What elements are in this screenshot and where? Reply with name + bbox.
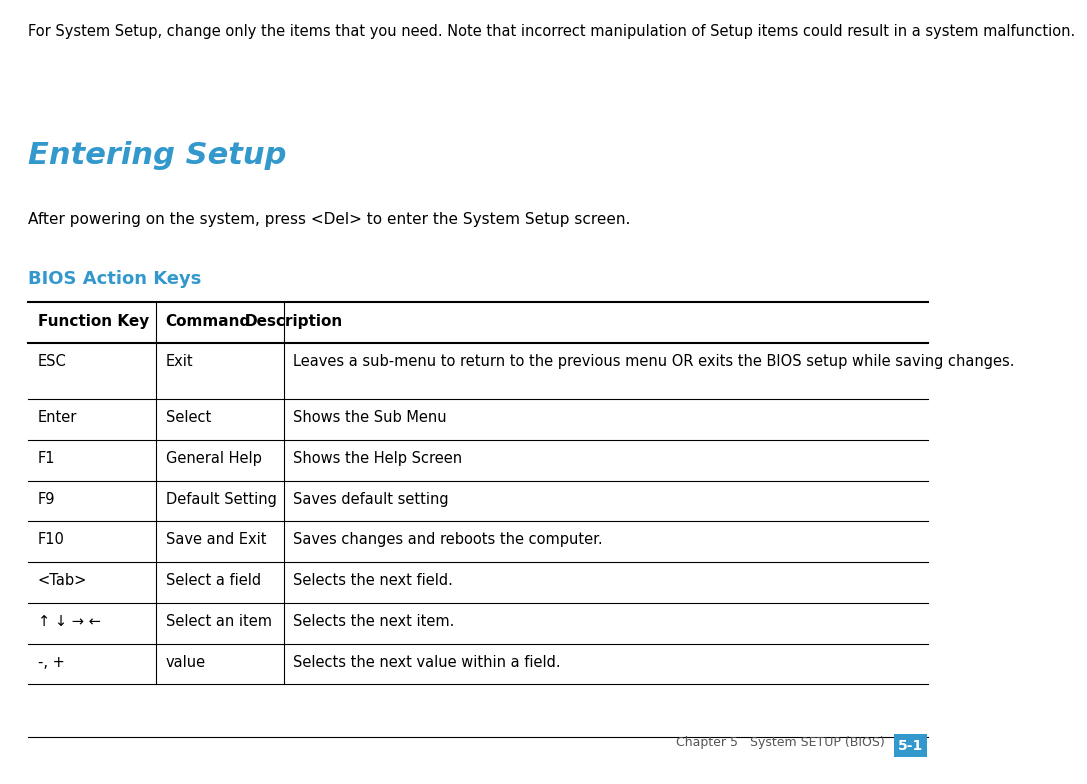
Text: Command: Command xyxy=(165,314,251,328)
Text: Saves changes and reboots the computer.: Saves changes and reboots the computer. xyxy=(293,532,603,547)
Text: Saves default setting: Saves default setting xyxy=(293,492,449,506)
Text: ESC: ESC xyxy=(38,354,66,368)
Text: BIOS Action Keys: BIOS Action Keys xyxy=(28,270,202,289)
Text: Selects the next value within a field.: Selects the next value within a field. xyxy=(293,655,561,670)
Text: Description: Description xyxy=(245,314,342,328)
Text: Save and Exit: Save and Exit xyxy=(165,532,266,547)
Text: General Help: General Help xyxy=(165,451,262,466)
Text: Select an item: Select an item xyxy=(165,614,272,629)
Text: 5-1: 5-1 xyxy=(898,739,923,753)
Text: Exit: Exit xyxy=(165,354,193,368)
Text: Leaves a sub-menu to return to the previous menu OR exits the BIOS setup while s: Leaves a sub-menu to return to the previ… xyxy=(293,354,1015,368)
Text: Select: Select xyxy=(165,410,211,425)
Text: Select a field: Select a field xyxy=(165,573,261,588)
Text: Enter: Enter xyxy=(38,410,77,425)
Text: value: value xyxy=(165,655,205,670)
Text: -, +: -, + xyxy=(38,655,64,670)
Text: Selects the next field.: Selects the next field. xyxy=(293,573,453,588)
Text: ↑ ↓ → ←: ↑ ↓ → ← xyxy=(38,614,101,629)
Text: For System Setup, change only the items that you need. Note that incorrect manip: For System Setup, change only the items … xyxy=(28,24,1076,38)
Text: F1: F1 xyxy=(38,451,55,466)
Text: <Tab>: <Tab> xyxy=(38,573,87,588)
Text: Default Setting: Default Setting xyxy=(165,492,276,506)
Text: F9: F9 xyxy=(38,492,55,506)
Text: Function Key: Function Key xyxy=(38,314,149,328)
Text: Shows the Sub Menu: Shows the Sub Menu xyxy=(293,410,447,425)
Text: After powering on the system, press <Del> to enter the System Setup screen.: After powering on the system, press <Del… xyxy=(28,212,630,227)
Text: Shows the Help Screen: Shows the Help Screen xyxy=(293,451,463,466)
Text: Selects the next item.: Selects the next item. xyxy=(293,614,454,629)
Text: Chapter 5   System SETUP (BIOS): Chapter 5 System SETUP (BIOS) xyxy=(676,735,885,749)
Text: Entering Setup: Entering Setup xyxy=(28,141,287,170)
Text: F10: F10 xyxy=(38,532,65,547)
